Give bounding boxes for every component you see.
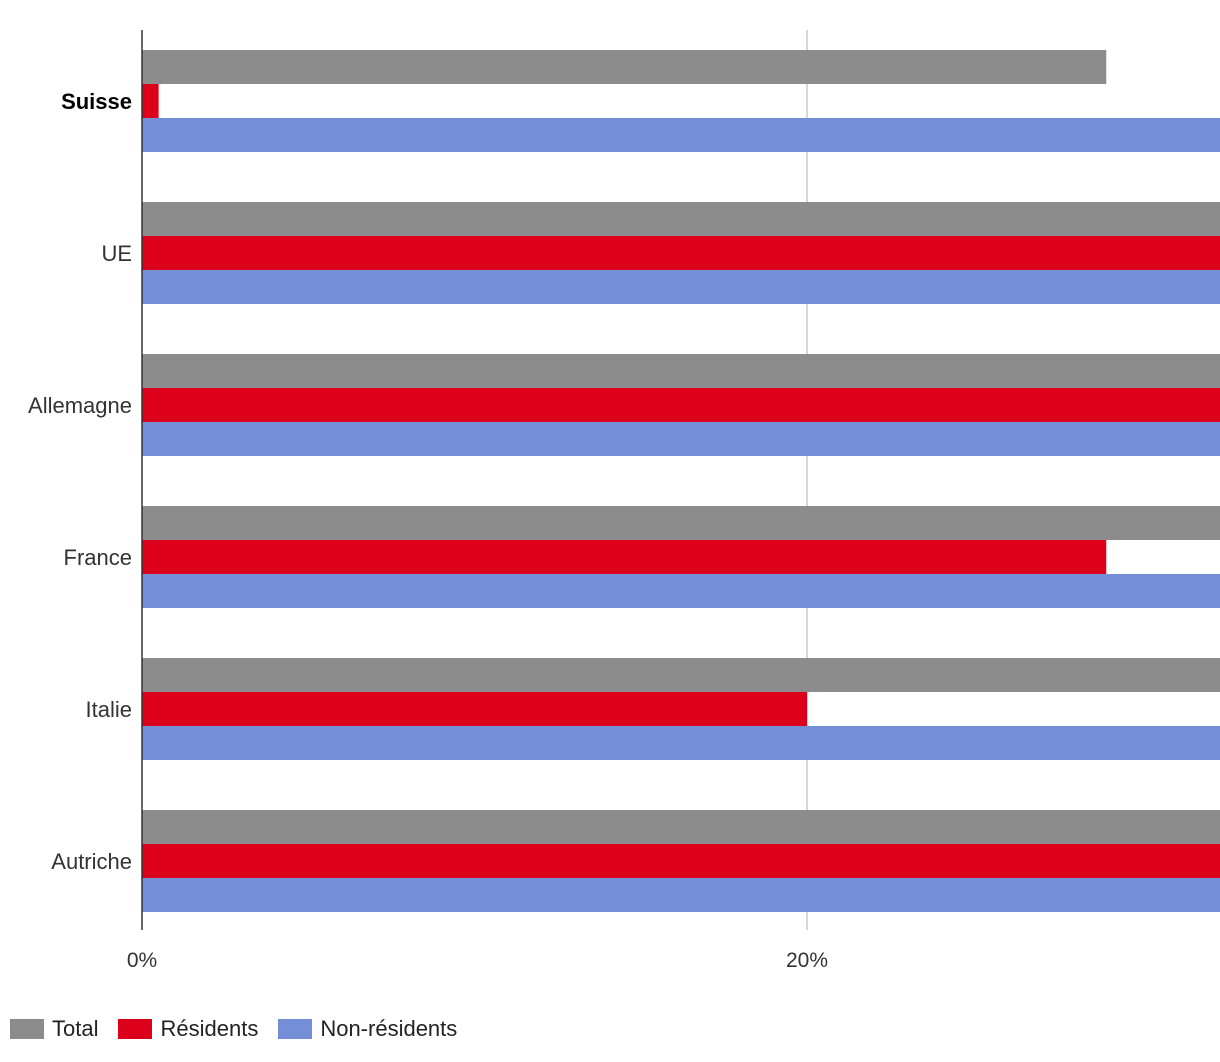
category-label: Allemagne: [28, 393, 132, 418]
category-label: Autriche: [51, 849, 132, 874]
bar-total-autriche: [142, 810, 1220, 844]
bar-total-suisse: [142, 50, 1107, 84]
bar-r-sidents-autriche: [142, 844, 1220, 878]
chart-legend: Total Résidents Non-résidents: [10, 1016, 457, 1042]
bar-total-allemagne: [142, 354, 1220, 388]
bar-r-sidents-france: [142, 540, 1107, 574]
legend-swatch-residents: [118, 1019, 153, 1039]
x-tick-label: 20%: [786, 949, 828, 972]
legend-label-non-residents: Non-résidents: [320, 1016, 458, 1041]
bar-r-sidents-suisse: [142, 84, 159, 118]
bar-non-r-sidents-autriche: [142, 878, 1220, 912]
x-tick-label: 0%: [127, 949, 157, 972]
bar-non-r-sidents-france: [142, 574, 1220, 608]
category-label: France: [64, 545, 132, 570]
legend-label-total: Total: [52, 1016, 99, 1041]
legend-swatch-non-residents: [278, 1019, 313, 1039]
category-label: UE: [101, 241, 132, 266]
bar-r-sidents-italie: [142, 692, 807, 726]
category-label: Italie: [86, 697, 132, 722]
legend-item-total: Total: [10, 1016, 98, 1042]
legend-item-residents: Résidents: [118, 1016, 258, 1042]
category-label: Suisse: [61, 89, 132, 114]
bar-total-ue: [142, 202, 1220, 236]
legend-label-residents: Résidents: [160, 1016, 259, 1041]
bar-r-sidents-ue: [142, 236, 1220, 270]
legend-item-non-residents: Non-résidents: [278, 1016, 457, 1042]
bar-total-france: [142, 506, 1220, 540]
bar-r-sidents-allemagne: [142, 388, 1220, 422]
bar-non-r-sidents-allemagne: [142, 422, 1220, 456]
bar-non-r-sidents-suisse: [142, 118, 1220, 152]
bar-non-r-sidents-ue: [142, 270, 1220, 304]
bar-non-r-sidents-italie: [142, 726, 1220, 760]
legend-swatch-total: [10, 1019, 44, 1039]
bar-total-italie: [142, 658, 1220, 692]
